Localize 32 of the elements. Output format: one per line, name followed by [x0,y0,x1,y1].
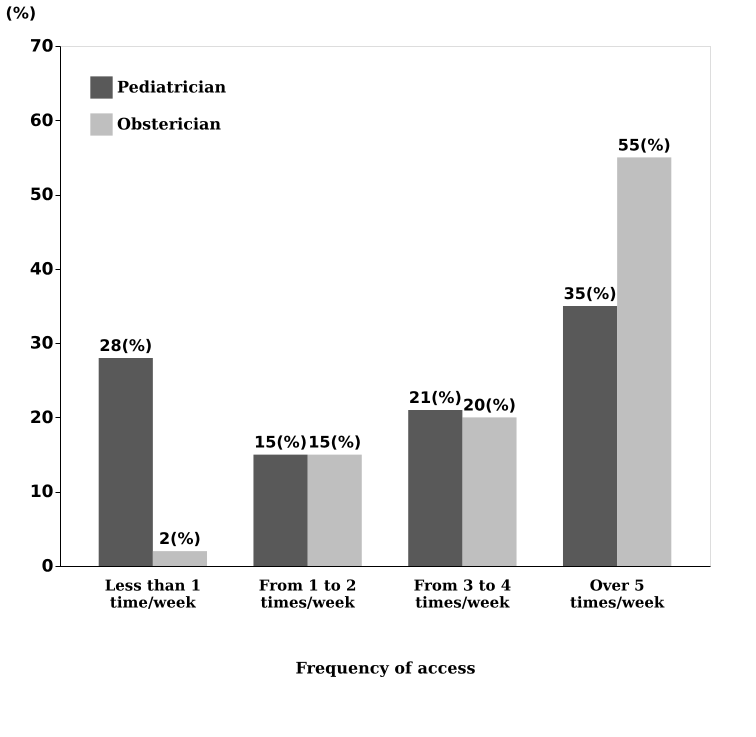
data-label: 2(%) [159,529,201,548]
y-tick-label: 40 [30,259,54,280]
y-tick-label: 0 [42,556,54,576]
legend-label: Pediatrician [117,78,226,96]
bar [617,157,672,566]
bar [562,306,618,566]
data-label: 15(%) [308,432,362,452]
y-tick-label: 60 [30,110,54,131]
x-tick-label: Less than 1 time/week [104,576,202,612]
data-label: 35(%) [564,284,617,303]
data-label: 20(%) [463,395,516,414]
data-label: 28(%) [99,336,152,355]
bar [152,551,208,566]
y-tick-label: 20 [30,408,54,428]
legend-label: Obsterician [117,114,222,134]
bar [253,454,308,566]
y-tick-label: 50 [30,185,54,206]
x-tick-label: From 1 to 2 times/week [258,576,356,612]
y-tick-label: 70 [30,36,54,56]
x-tick-label: Over 5 times/week [570,576,665,612]
x-tick-label: From 3 to 4 times/week [414,576,512,612]
bar [308,454,362,566]
y-tick-label: 30 [30,334,54,354]
bar [408,410,462,566]
data-label: 55(%) [618,135,671,154]
bar [98,358,153,566]
y-tick-label: 10 [30,482,54,502]
data-label: 15(%) [254,432,307,452]
bar [462,417,517,566]
x-axis-title: Frequency of access [295,658,476,678]
data-label: 21(%) [408,388,462,407]
y-axis-title: (%) [6,4,36,22]
